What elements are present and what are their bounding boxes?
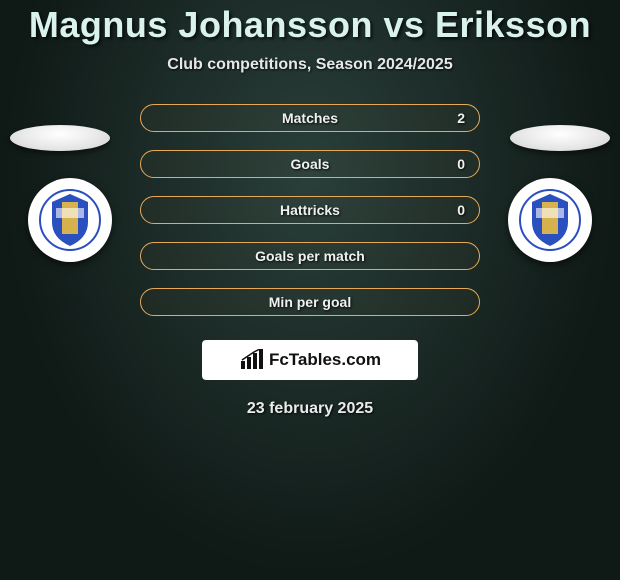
page-title: Magnus Johansson vs Eriksson [0, 4, 620, 46]
stat-label: Min per goal [269, 294, 351, 310]
player-right-portrait [510, 125, 610, 151]
brand-badge[interactable]: FcTables.com [202, 340, 418, 380]
stat-row: Goals per match [140, 242, 480, 270]
stat-value: 0 [457, 202, 465, 218]
date-label: 23 february 2025 [0, 400, 620, 418]
club-crest-icon [518, 188, 582, 252]
stat-row: Matches 2 [140, 104, 480, 132]
player-left-portrait [10, 125, 110, 151]
stat-value: 2 [457, 110, 465, 126]
stat-label: Goals per match [255, 248, 365, 264]
stat-label: Goals [291, 156, 330, 172]
stat-row: Hattricks 0 [140, 196, 480, 224]
stats-list: Matches 2 Goals 0 Hattricks 0 Goals per … [140, 104, 480, 316]
brand-text: FcTables.com [269, 350, 381, 370]
player-left-club-logo [28, 178, 112, 262]
club-crest-icon [38, 188, 102, 252]
stat-row: Min per goal [140, 288, 480, 316]
comparison-page: Magnus Johansson vs Eriksson Club compet… [0, 0, 620, 580]
player-right-club-logo [508, 178, 592, 262]
stat-row: Goals 0 [140, 150, 480, 178]
stat-value: 0 [457, 156, 465, 172]
page-subtitle: Club competitions, Season 2024/2025 [0, 56, 620, 74]
stat-label: Matches [282, 110, 338, 126]
stat-label: Hattricks [280, 202, 340, 218]
bar-chart-icon [239, 349, 267, 371]
